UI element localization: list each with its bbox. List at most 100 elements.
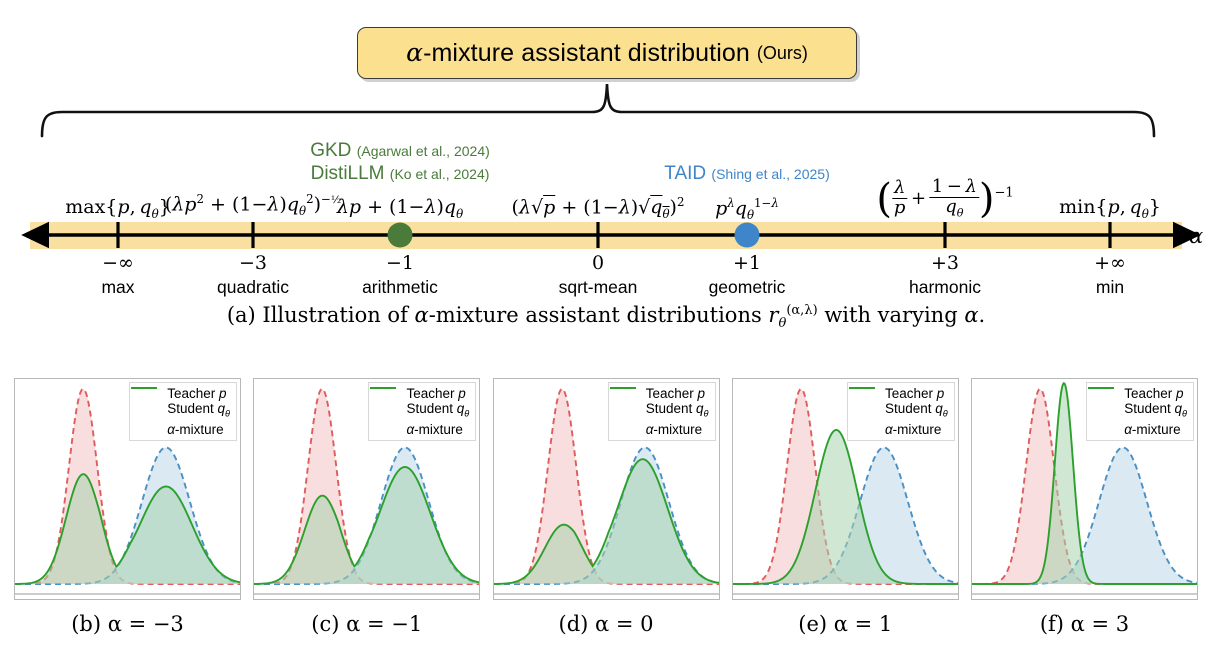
legend-row-student: Student qθ (609, 387, 709, 421)
density-plot-b (15, 387, 240, 595)
density-plot-c (254, 387, 480, 595)
legend-c: Teacher p Student qθ α-mixture (368, 382, 477, 441)
citation-taid-ref: (Shing et al., 2025) (711, 166, 830, 182)
caption-a-suffix-alpha: α (964, 303, 979, 327)
legend-row-alpha-mixture: α-mixture (848, 387, 948, 436)
formula-geometric: pλqθ1−λ (715, 196, 779, 223)
mixture-area (732, 429, 958, 584)
legend-label-student: Student qθ (406, 401, 470, 419)
legend-e: Teacher p Student qθ α-mixture (846, 382, 955, 441)
teacher-area (972, 389, 1197, 584)
legend-swatch-student-icon (1088, 387, 1119, 416)
caption-a-prefix: (a) Illustration of (226, 303, 415, 327)
legend-b: Teacher p Student qθ α-mixture (129, 382, 237, 441)
teacher-area (732, 389, 958, 584)
legend-swatch-alpha-mixture-icon (370, 387, 401, 434)
title-text: α-mixture assistant distribution (406, 38, 750, 68)
brace-container (0, 78, 1212, 138)
student-curve (972, 446, 1197, 585)
caption-a-sub: θ (778, 316, 787, 332)
panel-c: Teacher p Student qθ α-mixture (253, 378, 481, 600)
panel-d: Teacher p Student qθ α-mixture (492, 378, 720, 600)
legend-swatch-student-icon (370, 387, 401, 416)
citation-gkd: GKD (Agarwal et al., 2024) (310, 140, 490, 162)
legend-f: Teacher p Student qθ α-mixture (1086, 382, 1194, 441)
legend-row-student: Student qθ (370, 387, 470, 421)
mixture-area (254, 467, 480, 584)
panel-f: Teacher p Student qθ α-mixture (971, 378, 1198, 600)
tick-value-pos3: +3 (930, 252, 960, 274)
formula-min: min{p, qθ} (1059, 196, 1161, 221)
legend-d: Teacher p Student qθ α-mixture (607, 382, 716, 441)
legend-label-alpha-mixture: α-mixture (167, 421, 224, 437)
tick-name-arithmetic: arithmetic (362, 277, 438, 297)
title-pill: α-mixture assistant distribution (Ours) (357, 27, 857, 79)
legend-row-student: Student qθ (131, 387, 230, 421)
legend-swatch-alpha-mixture-icon (609, 387, 641, 434)
legend-label-teacher: Teacher p (645, 386, 705, 401)
subcaption-b: (b) α = −3 (71, 612, 184, 636)
formula-harmonic: ( λ p + 1 − λ qθ )−1 (876, 175, 1014, 222)
legend-label-alpha-mixture: α-mixture (645, 421, 703, 437)
title-ours-tag: (Ours) (756, 42, 808, 63)
mixture-curve (732, 429, 958, 585)
legend-row-alpha-mixture: α-mixture (609, 387, 709, 437)
student-area (732, 447, 958, 584)
caption-a-sup: (α,λ) (786, 303, 818, 318)
formula-arithmetic: λp + (1−λ)qθ (336, 196, 464, 221)
legend-swatch-student-icon (609, 387, 641, 416)
tick-value-pos1: +1 (732, 252, 762, 274)
density-plot-e (732, 387, 958, 595)
caption-a: (a) Illustration of α -mixture assistant … (0, 303, 1212, 331)
citation-distillm-ref: (Ko et al., 2024) (389, 166, 490, 182)
tick-name-min: min (1095, 277, 1125, 297)
subcaption-e: (e) α = 1 (798, 612, 893, 636)
panel-e: Teacher p Student qθ α-mixture (731, 378, 959, 600)
legend-label-student: Student qθ (167, 401, 230, 419)
student-area (972, 447, 1197, 584)
sub-captions: (b) α = −3 (c) α = −1 (d) α = 0 (e) α = … (14, 612, 1198, 636)
alpha-axis-svg (21, 221, 1201, 249)
marker-dot-geometric (734, 222, 760, 248)
legend-label-teacher: Teacher p (884, 386, 945, 401)
subcaption-f: (f) α = 3 (1039, 612, 1130, 636)
legend-label-alpha-mixture: α-mixture (1124, 421, 1181, 437)
mixture-area (493, 459, 719, 584)
caption-a-suffix: with varying (817, 303, 965, 327)
panel-b: Teacher p Student qθ α-mixture (14, 378, 241, 600)
tick-name-quadratic: quadratic (217, 277, 289, 297)
student-curve (15, 446, 240, 585)
tick-value-neg-inf: −∞ (102, 252, 134, 274)
formula-sqrt-mean: (λ√p + (1−λ)√qθ)2 (511, 195, 685, 222)
citation-distillm-name: DistiLLM (310, 163, 385, 184)
tick-name-max: max (101, 277, 135, 297)
tick-value-pos-inf: +∞ (1094, 252, 1126, 274)
tick-value-neg3: −3 (238, 252, 268, 274)
density-plot-f (972, 382, 1197, 595)
caption-a-middle: -mixture assistant distributions (428, 303, 769, 327)
marker-dot-arithmetic (387, 222, 413, 248)
subcaption-d: (d) α = 0 (558, 612, 654, 636)
formula-max: max{p, qθ} (65, 196, 171, 221)
legend-label-student: Student qθ (645, 401, 709, 419)
mixture-curve (254, 466, 480, 585)
distribution-panels: Teacher p Student qθ α-mixture Teacher p St… (14, 378, 1198, 600)
legend-swatch-alpha-mixture-icon (1088, 387, 1119, 434)
legend-label-student: Student qθ (884, 401, 948, 419)
legend-swatch-student-icon (848, 387, 880, 416)
mixture-curve (972, 382, 1197, 585)
density-plot-d (493, 387, 719, 595)
citation-taid: TAID (Shing et al., 2025) (664, 163, 829, 185)
mixture-curve (15, 473, 240, 585)
legend-label-teacher: Teacher p (406, 386, 466, 401)
formula-quadratic: (λp2 + (1−λ)qθ2)−½ (164, 192, 342, 219)
legend-swatch-alpha-mixture-icon (848, 387, 880, 434)
teacher-area (493, 389, 719, 584)
legend-row-alpha-mixture: α-mixture (1088, 387, 1187, 437)
legend-label-teacher: Teacher p (167, 386, 227, 401)
alpha-symbol: α (406, 38, 424, 67)
curly-brace-icon (40, 83, 1156, 138)
title-main-text: -mixture assistant distribution (423, 39, 750, 67)
legend-row-alpha-mixture: α-mixture (131, 387, 230, 437)
